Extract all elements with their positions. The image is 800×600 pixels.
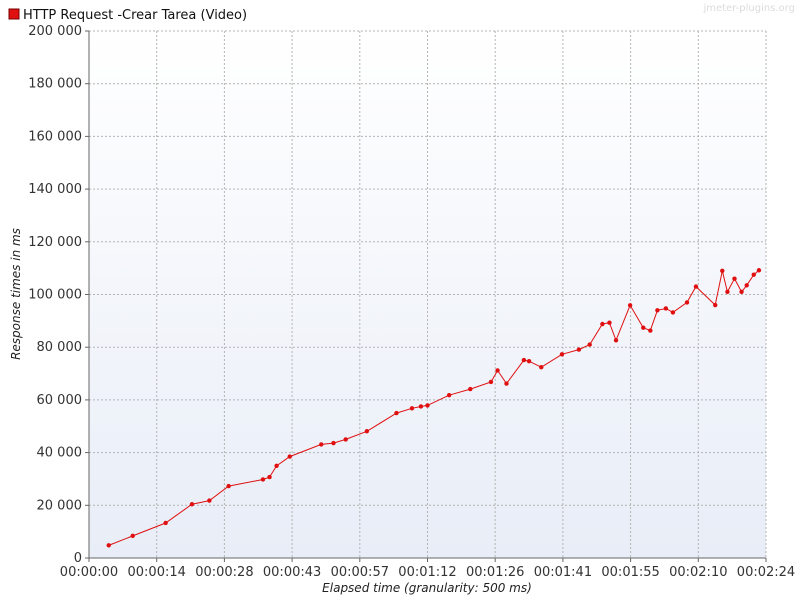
data-point <box>468 386 473 392</box>
data-point <box>163 520 168 526</box>
data-point <box>739 289 744 295</box>
y-tick-label: 160 000 <box>28 129 82 144</box>
x-tick-label: 00:00:14 <box>128 565 186 580</box>
data-point <box>287 454 292 459</box>
watermark-text: jmeter-plugins.org <box>702 3 795 14</box>
data-point <box>364 429 370 434</box>
data-point <box>226 483 231 489</box>
data-point <box>267 474 272 480</box>
data-point <box>106 543 111 548</box>
data-point <box>744 283 749 288</box>
data-point <box>607 320 612 325</box>
data-point <box>627 303 633 308</box>
x-axis-title: Elapsed time (granularity: 500 ms) <box>322 581 532 595</box>
data-point <box>504 381 509 386</box>
data-point <box>521 357 527 363</box>
y-tick-label: 20 000 <box>37 498 83 513</box>
x-tick-label: 00:00:28 <box>195 565 253 580</box>
x-tick-label: 00:01:26 <box>466 565 524 580</box>
y-tick-label: 80 000 <box>37 340 83 355</box>
data-point <box>526 358 532 364</box>
data-point <box>600 321 605 327</box>
data-point <box>394 410 399 416</box>
x-tick-labels: 00:00:00 00:00:14 00:00:28 00:00:43 00:00:57… <box>60 558 795 580</box>
x-tick-label: 00:02:10 <box>669 565 727 580</box>
y-tick-label: 40 000 <box>37 446 83 461</box>
data-point <box>207 498 212 503</box>
y-tick-label: 120 000 <box>28 235 82 250</box>
x-tick-label: 00:02:24 <box>737 565 795 580</box>
x-tick-label: 00:01:12 <box>398 565 456 580</box>
data-point <box>495 368 500 373</box>
data-point <box>751 272 756 277</box>
data-point <box>488 379 494 385</box>
y-tick-label: 180 000 <box>28 77 82 92</box>
data-point <box>260 477 266 482</box>
y-tick-label: 0 <box>74 551 82 566</box>
data-point <box>189 502 195 507</box>
data-point <box>446 392 452 398</box>
series-layer <box>106 268 762 548</box>
data-point <box>648 328 653 333</box>
data-point <box>693 284 699 289</box>
data-point <box>343 437 348 442</box>
data-point <box>331 440 336 446</box>
y-tick-label: 60 000 <box>37 393 83 408</box>
legend-swatch <box>8 8 20 20</box>
data-point <box>756 268 762 273</box>
data-point <box>663 306 669 311</box>
data-point <box>425 403 430 408</box>
data-point <box>539 365 544 370</box>
data-point <box>130 533 135 539</box>
y-tick-labels: 0 20 000 40 000 60 000 80 000 100 000 120 000 1… <box>28 24 89 566</box>
data-point <box>713 302 718 308</box>
data-point <box>409 406 415 411</box>
grid-lines <box>89 30 767 558</box>
x-tick-label: 00:01:55 <box>601 565 659 580</box>
y-axis-title: Response times in ms <box>9 228 23 360</box>
data-point <box>641 325 646 330</box>
y-tick-label: 140 000 <box>28 182 82 197</box>
y-tick-label: 200 000 <box>28 24 82 39</box>
data-point <box>720 268 725 273</box>
x-tick-label: 00:00:00 <box>60 565 118 580</box>
series-line <box>108 269 760 546</box>
data-point <box>418 404 424 409</box>
data-point <box>655 308 660 313</box>
data-point <box>559 352 565 357</box>
data-point <box>732 276 737 281</box>
data-point <box>684 300 690 305</box>
data-point <box>670 310 676 315</box>
data-point <box>319 442 324 447</box>
legend-label: HTTP Request -Crear Tarea (Video) <box>23 8 247 23</box>
y-tick-label: 100 000 <box>28 288 82 303</box>
data-point <box>274 463 279 468</box>
data-point <box>587 342 592 347</box>
data-point <box>725 289 730 295</box>
data-point <box>613 338 619 343</box>
x-tick-label: 00:00:43 <box>263 565 321 580</box>
data-point <box>576 347 582 352</box>
x-tick-label: 00:01:41 <box>534 565 592 580</box>
x-tick-label: 00:00:57 <box>331 565 389 580</box>
